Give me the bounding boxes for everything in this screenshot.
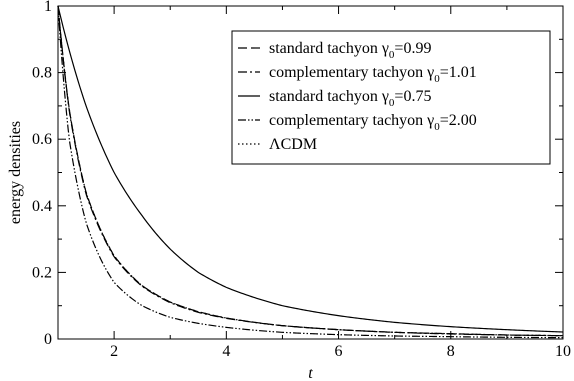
series-line-1 — [57, 5, 564, 337]
legend-value: =1.01 — [440, 64, 477, 81]
legend-label: standard tachyon γ — [269, 40, 389, 57]
legend-value: =0.99 — [394, 40, 431, 57]
legend-subscript: 0 — [389, 49, 395, 61]
series-line-3 — [57, 5, 564, 333]
x-tick-label: 8 — [447, 343, 455, 360]
y-axis-label: energy densities — [7, 121, 24, 224]
legend-value: =2.00 — [440, 112, 477, 129]
legend-label: complementary tachyon γ — [269, 112, 434, 129]
legend-entry: complementary tachyon γ0=1.01 — [269, 64, 477, 85]
x-tick-label: 2 — [110, 343, 118, 360]
legend-box — [231, 30, 551, 165]
x-tick-label: 10 — [555, 343, 571, 360]
legend-entry: complementary tachyon γ0=2.00 — [269, 112, 477, 133]
x-tick-label: 6 — [335, 343, 343, 360]
legend-entry: standard tachyon γ0=0.99 — [269, 40, 431, 61]
legend-value: =0.75 — [394, 88, 431, 105]
axes-layer: 2 4 6 8 10 0 0.2 0.4 0.6 0.8 1 — [32, 0, 571, 360]
series-layer — [57, 5, 564, 339]
legend-label: standard tachyon γ — [269, 88, 389, 105]
legend-label: complementary tachyon γ — [269, 64, 434, 81]
legend-entry: ΛCDM — [269, 136, 317, 153]
y-tick-label: 0.6 — [32, 131, 52, 148]
y-tick-label: 0.2 — [32, 264, 52, 281]
y-tick-label: 0.4 — [32, 198, 52, 215]
legend-subscript: 0 — [389, 97, 395, 109]
y-tick-label: 0 — [44, 331, 52, 348]
series-line-4 — [57, 5, 564, 339]
legend-entry: standard tachyon γ0=0.75 — [269, 88, 431, 109]
legend-subscript: 0 — [434, 73, 440, 85]
x-tick-label: 4 — [222, 343, 230, 360]
legend-subscript: 0 — [434, 121, 440, 133]
y-tick-label: 0.8 — [32, 65, 52, 82]
legend-label: ΛCDM — [269, 136, 317, 153]
x-axis-label: t — [308, 365, 313, 381]
y-tick-label: 1 — [44, 0, 52, 15]
